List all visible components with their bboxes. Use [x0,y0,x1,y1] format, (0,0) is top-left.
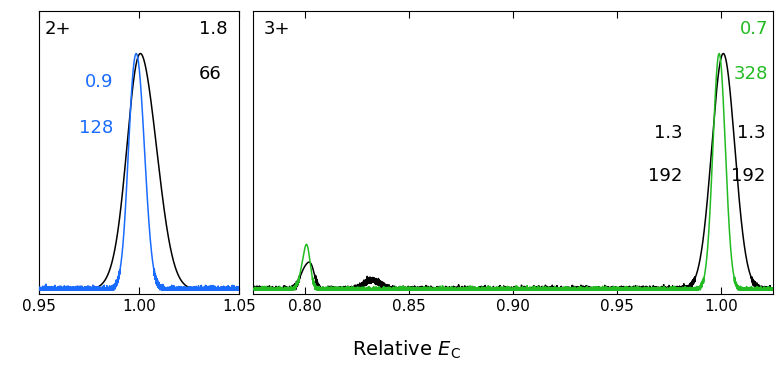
Text: 1.3: 1.3 [654,124,683,142]
Text: 328: 328 [733,65,768,83]
Text: 192: 192 [731,167,765,185]
Text: 1.8: 1.8 [199,20,227,38]
Text: 128: 128 [79,119,113,137]
Text: 1.3: 1.3 [736,124,765,142]
Text: 3+: 3+ [264,20,291,38]
Text: 0.9: 0.9 [84,73,113,91]
Text: 192: 192 [648,167,683,185]
Text: 66: 66 [199,65,222,83]
Text: Relative $E_{\mathrm{C}}$: Relative $E_{\mathrm{C}}$ [351,338,461,361]
Text: 0.7: 0.7 [740,20,768,38]
Text: 2+: 2+ [45,20,72,38]
